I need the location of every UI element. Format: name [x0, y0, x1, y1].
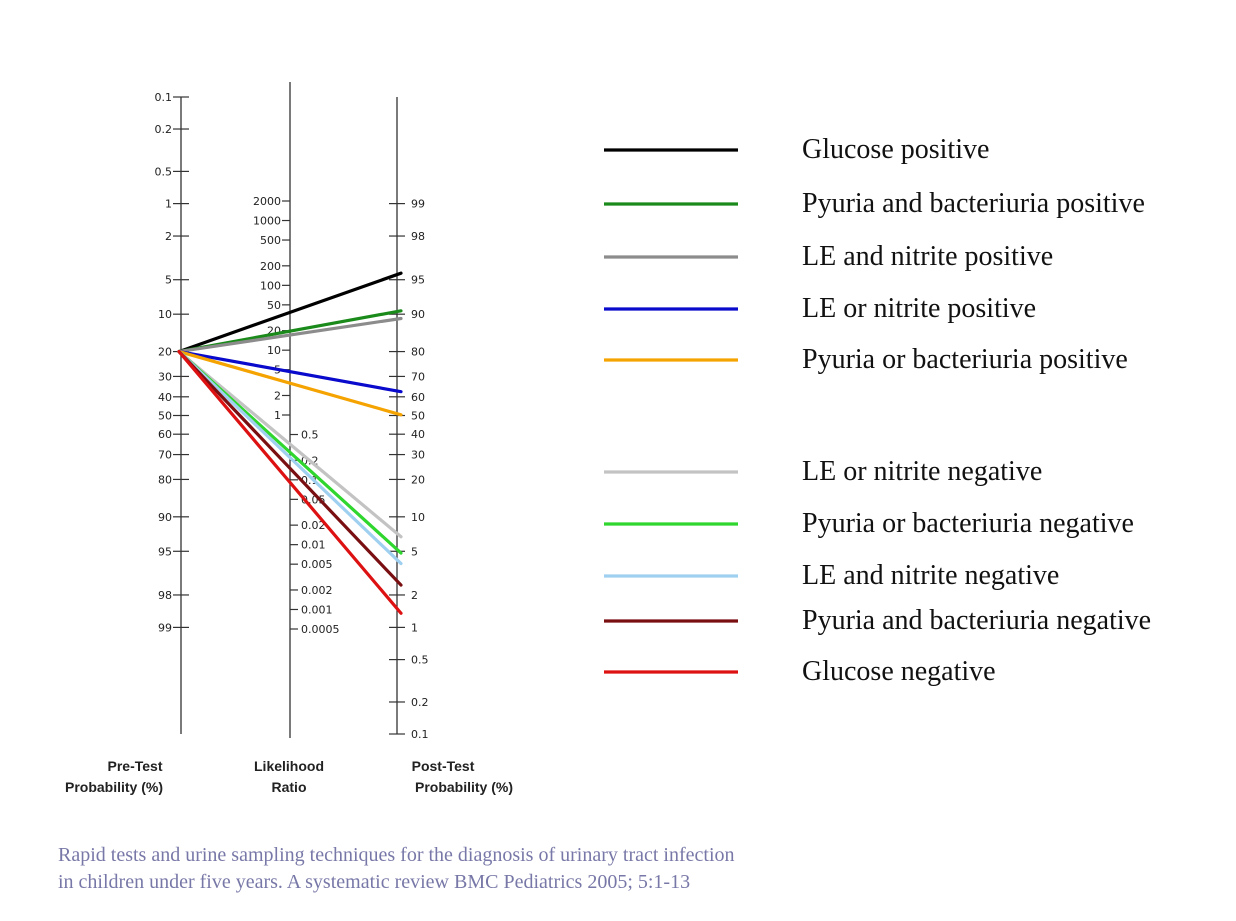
posttest-tick-label: 10 — [411, 511, 425, 524]
posttest-tick-label: 60 — [411, 391, 425, 404]
series-line — [177, 349, 403, 587]
pretest-tick-label: 1 — [165, 198, 172, 211]
legend-label: LE or nitrite positive — [802, 293, 1036, 324]
legend-label: Pyuria or bacteriuria negative — [802, 508, 1134, 539]
lr-tick-label: 500 — [260, 234, 281, 247]
lr-axis-title-line2: Ratio — [272, 779, 307, 795]
posttest-tick-label: 50 — [411, 410, 425, 423]
posttest-tick-label: 30 — [411, 449, 425, 462]
pretest-tick-label: 98 — [158, 589, 172, 602]
series-lines — [177, 271, 403, 615]
legend-label: Glucose negative — [802, 656, 996, 687]
lr-tick-label: 0.002 — [301, 584, 333, 597]
lr-tick-label: 2000 — [253, 195, 281, 208]
pretest-tick-label: 20 — [158, 346, 172, 359]
legend-label: Glucose positive — [802, 134, 989, 165]
pretest-tick-label: 70 — [158, 449, 172, 462]
posttest-tick-label: 0.2 — [411, 696, 429, 709]
posttest-tick-label: 98 — [411, 230, 425, 243]
caption-line-1: Rapid tests and urine sampling technique… — [58, 844, 735, 866]
lr-tick-label: 100 — [260, 279, 281, 292]
posttest-tick-label: 95 — [411, 274, 425, 287]
posttest-tick-label: 0.1 — [411, 728, 429, 741]
pretest-tick-label: 40 — [158, 391, 172, 404]
pretest-tick-label: 60 — [158, 428, 172, 441]
pretest-axis-title-line2: Probability (%) — [65, 779, 163, 795]
pretest-tick-label: 80 — [158, 473, 172, 486]
posttest-tick-label: 1 — [411, 621, 418, 634]
posttest-tick-label: 2 — [411, 589, 418, 602]
pretest-tick-label: 50 — [158, 410, 172, 423]
posttest-tick-label: 80 — [411, 346, 425, 359]
legend-label: Pyuria and bacteriuria negative — [802, 605, 1151, 636]
pretest-tick-label: 0.2 — [155, 123, 173, 136]
lr-tick-label: 0.001 — [301, 603, 333, 616]
pretest-tick-label: 10 — [158, 308, 172, 321]
series-line — [177, 349, 403, 394]
legend-label: LE and nitrite negative — [802, 560, 1059, 591]
series-line — [177, 271, 403, 354]
lr-tick-label: 0.0005 — [301, 623, 340, 636]
posttest-tick-label: 0.5 — [411, 654, 429, 667]
lr-axis-title-line1: Likelihood — [254, 758, 324, 774]
caption-line-2: in children under five years. A systemat… — [58, 871, 691, 893]
series-line — [177, 349, 403, 615]
lr-tick-label: 0.01 — [301, 539, 326, 552]
lr-tick-label: 50 — [267, 299, 281, 312]
pretest-tick-label: 0.5 — [155, 165, 173, 178]
posttest-tick-label: 40 — [411, 428, 425, 441]
axis-lines: 0.1 0.2 0.5 1 2 5 10 20 30 40 50 60 70 80 90 95 98 99 99 98… — [155, 82, 429, 741]
pretest-tick-label: 95 — [158, 545, 172, 558]
lr-tick-label: 0.005 — [301, 558, 333, 571]
pretest-tick-label: 2 — [165, 230, 172, 243]
legend-label: LE or nitrite negative — [802, 456, 1042, 487]
legend-label: Pyuria and bacteriuria positive — [802, 188, 1145, 219]
lr-tick-label: 0.5 — [301, 429, 319, 442]
pretest-tick-label: 5 — [165, 274, 172, 287]
series-line — [177, 349, 403, 539]
posttest-tick-label: 90 — [411, 308, 425, 321]
lr-tick-label: 1 — [274, 409, 281, 422]
lr-tick-label: 2 — [274, 389, 281, 402]
posttest-tick-label: 99 — [411, 198, 425, 211]
pretest-axis-title-line1: Pre-Test — [108, 758, 163, 774]
series-line — [177, 349, 403, 417]
series-line — [177, 316, 403, 354]
pretest-tick-label: 99 — [158, 621, 172, 634]
lr-tick-label: 1000 — [253, 215, 281, 228]
posttest-axis-title-line1: Post-Test — [412, 758, 475, 774]
pretest-tick-label: 0.1 — [155, 91, 173, 104]
lr-tick-label: 10 — [267, 344, 281, 357]
figure-caption: Rapid tests and urine sampling technique… — [58, 842, 958, 896]
legend: Glucose positive Pyuria and bacteriuria p… — [604, 134, 1151, 687]
lr-tick-label: 200 — [260, 260, 281, 273]
series-line — [177, 349, 403, 566]
posttest-tick-label: 70 — [411, 370, 425, 383]
pretest-tick-label: 90 — [158, 511, 172, 524]
legend-label: Pyuria or bacteriuria positive — [802, 344, 1128, 375]
posttest-tick-label: 20 — [411, 473, 425, 486]
posttest-axis-title-line2: Probability (%) — [415, 779, 513, 795]
legend-label: LE and nitrite positive — [802, 241, 1053, 272]
pretest-tick-label: 30 — [158, 370, 172, 383]
lr-tick-label: 0.02 — [301, 519, 326, 532]
posttest-tick-label: 5 — [411, 545, 418, 558]
